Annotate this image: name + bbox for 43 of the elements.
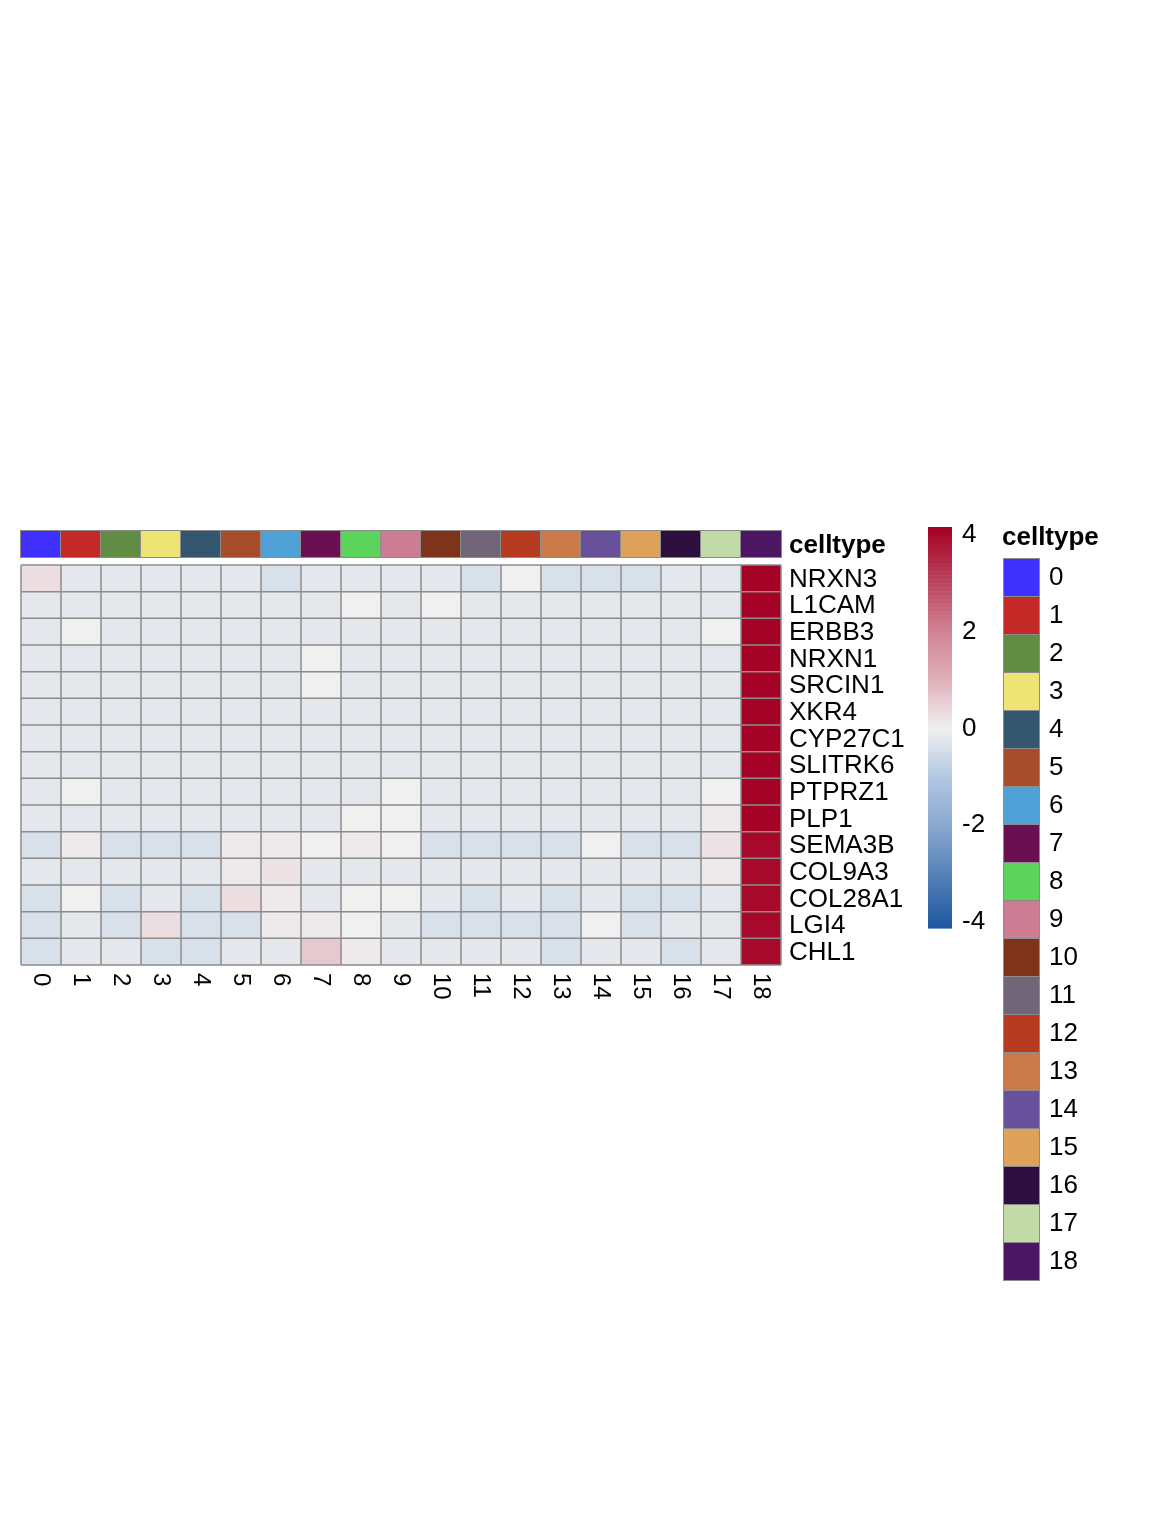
x-tick-label: 15 <box>629 973 657 1000</box>
legend-title: celltype <box>1002 521 1099 552</box>
x-tick-label: 10 <box>429 973 457 1000</box>
category-label: 18 <box>1049 1245 1078 1276</box>
category-label: 7 <box>1049 827 1064 858</box>
category-label: 6 <box>1049 789 1064 820</box>
color-bar-label: -4 <box>962 904 986 935</box>
x-tick-label: 1 <box>69 973 97 987</box>
category-label: 8 <box>1049 865 1064 896</box>
x-tick-label: 13 <box>549 973 577 1000</box>
x-tick-label: 3 <box>149 973 177 987</box>
color-bar-label: 0 <box>962 711 977 742</box>
x-tick-label: 18 <box>749 973 777 1000</box>
x-tick-label: 7 <box>309 973 337 987</box>
x-tick-label: 17 <box>709 973 737 1000</box>
category-label: 17 <box>1049 1207 1078 1238</box>
x-tick-label: 5 <box>229 973 257 987</box>
x-tick-label: 8 <box>349 973 377 987</box>
x-tick-label: 16 <box>669 973 697 1000</box>
x-tick-label: 2 <box>109 973 137 987</box>
x-tick-label: 9 <box>389 973 417 987</box>
category-label: 5 <box>1049 751 1064 782</box>
category-label: 14 <box>1049 1093 1078 1124</box>
category-label: 13 <box>1049 1055 1078 1086</box>
color-bar-label: 2 <box>962 615 977 646</box>
category-label: 9 <box>1049 903 1064 934</box>
category-label: 12 <box>1049 1017 1078 1048</box>
x-tick-label: 11 <box>469 973 497 998</box>
color-bar-label: 4 <box>962 518 977 549</box>
text: celltype <box>789 529 886 560</box>
category-label: 1 <box>1049 599 1064 630</box>
x-tick-label: 4 <box>189 973 217 987</box>
x-tick-label: 14 <box>589 973 617 1000</box>
x-tick-label: 12 <box>509 973 537 1000</box>
x-tick-label: 0 <box>29 973 57 987</box>
category-label: 15 <box>1049 1131 1078 1162</box>
color-bar-label: -2 <box>962 808 986 839</box>
category-label: 3 <box>1049 675 1064 706</box>
category-label: 16 <box>1049 1169 1078 1200</box>
category-label: 4 <box>1049 713 1064 744</box>
category-label: 2 <box>1049 637 1064 668</box>
category-label: 0 <box>1049 561 1064 592</box>
x-tick-label: 6 <box>269 973 297 987</box>
